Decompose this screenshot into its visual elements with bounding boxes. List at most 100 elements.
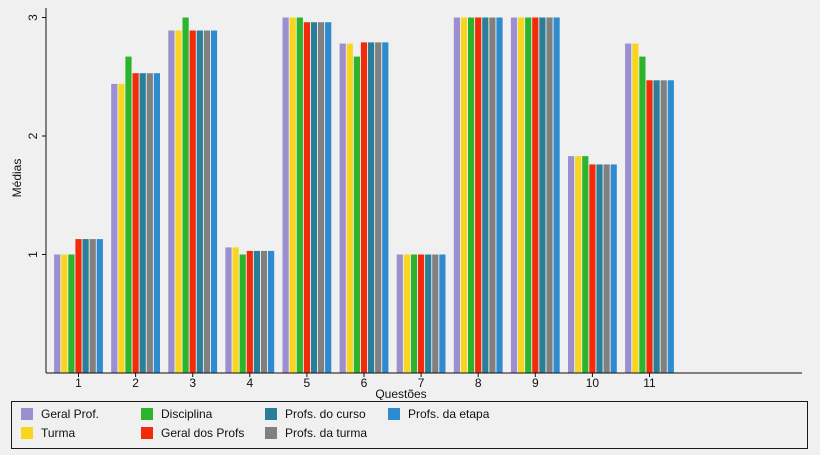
bar-q3-s7 xyxy=(210,30,218,374)
bar-q5-s3 xyxy=(296,17,303,373)
y-axis-label: Médias xyxy=(10,159,24,198)
bar-q5-s5 xyxy=(310,22,318,374)
bar-q8-s5 xyxy=(482,17,489,373)
legend-item: Geral dos Profs xyxy=(141,426,244,440)
bar-q9-s1 xyxy=(510,17,518,373)
bar-q6-s5 xyxy=(368,42,375,373)
bar-q5-s6 xyxy=(318,22,325,374)
bar-q11-s7 xyxy=(667,80,674,374)
legend-label: Geral dos Profs xyxy=(161,426,245,440)
bar-q7-s3 xyxy=(410,254,418,373)
bar-q5-s2 xyxy=(289,17,296,373)
x-tick-label: 2 xyxy=(132,376,139,390)
legend-swatch xyxy=(265,408,277,420)
x-tick-label: 9 xyxy=(532,376,539,390)
bar-q2-s6 xyxy=(146,73,153,373)
bar-q6-s3 xyxy=(353,56,360,374)
bar-q1-s6 xyxy=(89,239,96,373)
bar-q3-s5 xyxy=(196,30,203,374)
bar-q4-s5 xyxy=(253,250,260,373)
bar-q6-s7 xyxy=(382,42,389,373)
bar-q4-s3 xyxy=(239,254,246,373)
bar-q8-s4 xyxy=(475,17,482,373)
bar-q1-s5 xyxy=(82,239,89,373)
bar-q1-s1 xyxy=(54,254,61,373)
legend-label: Profs. do curso xyxy=(285,407,366,421)
bar-q4-s4 xyxy=(246,250,253,373)
bar-q5-s4 xyxy=(303,22,310,374)
bar-q1-s3 xyxy=(68,254,75,373)
bar-q10-s7 xyxy=(610,164,617,373)
legend-swatch xyxy=(265,427,277,439)
bar-q9-s3 xyxy=(525,17,532,373)
bar-q1-s7 xyxy=(96,239,103,373)
bar-q7-s1 xyxy=(396,254,403,373)
bar-q11-s3 xyxy=(639,56,646,374)
bar-q5-s1 xyxy=(282,17,289,373)
bar-q4-s2 xyxy=(232,247,239,373)
bar-q4-s6 xyxy=(260,250,268,373)
x-tick-label: 7 xyxy=(418,376,425,390)
bar-q11-s1 xyxy=(625,43,632,373)
bar-q2-s2 xyxy=(118,83,125,374)
bar-q10-s6 xyxy=(603,164,610,373)
bar-q3-s1 xyxy=(168,30,175,374)
bar-q2-s5 xyxy=(139,73,146,373)
bar-q4-s1 xyxy=(225,247,232,373)
bar-q8-s7 xyxy=(496,17,503,373)
bar-q11-s5 xyxy=(653,80,660,374)
legend-item: Profs. da etapa xyxy=(388,407,489,421)
legend-swatch xyxy=(141,408,153,420)
legend-label: Disciplina xyxy=(161,407,213,421)
bar-q11-s2 xyxy=(632,43,639,373)
x-tick-label: 4 xyxy=(246,376,253,390)
bar-q6-s4 xyxy=(360,42,368,373)
x-tick-label: 1 xyxy=(75,376,82,390)
bar-q4-s7 xyxy=(268,250,275,373)
bar-q2-s7 xyxy=(153,73,160,373)
x-tick-label: 11 xyxy=(643,376,656,390)
bar-q9-s2 xyxy=(518,17,525,373)
legend-item: Profs. da turma xyxy=(265,426,367,440)
legend: Geral Prof. Turma Disciplina Geral dos Prof… xyxy=(11,401,808,449)
bar-q3-s6 xyxy=(203,30,210,374)
bar-q3-s2 xyxy=(175,30,182,374)
bar-q9-s5 xyxy=(539,17,546,373)
bar-q5-s7 xyxy=(325,22,332,374)
bar-q11-s4 xyxy=(646,80,653,374)
bar-q9-s4 xyxy=(532,17,539,373)
bar-q3-s4 xyxy=(189,30,196,374)
bar-q9-s7 xyxy=(553,17,560,373)
legend-item: Disciplina xyxy=(141,407,212,421)
bar-q11-s6 xyxy=(660,80,667,374)
bar-q6-s2 xyxy=(346,43,353,373)
legend-label: Turma xyxy=(41,426,76,440)
y-tick-label: 2 xyxy=(26,132,40,139)
bar-q7-s7 xyxy=(439,254,446,373)
bar-q7-s2 xyxy=(403,254,410,373)
bar-q9-s6 xyxy=(546,17,553,373)
bar-q7-s4 xyxy=(418,254,425,373)
bar-q10-s3 xyxy=(582,156,589,373)
legend-swatch xyxy=(141,427,153,439)
legend-swatch xyxy=(388,408,400,420)
legend-swatch xyxy=(21,427,33,439)
bar-q2-s3 xyxy=(125,56,132,374)
bar-q8-s2 xyxy=(460,17,468,373)
bar-q10-s4 xyxy=(589,164,596,373)
x-tick-label: 3 xyxy=(189,376,196,390)
y-tick-label: 1 xyxy=(26,251,40,258)
x-axis-label: Questões xyxy=(375,387,426,400)
x-tick-label: 5 xyxy=(304,376,311,390)
bar-q10-s1 xyxy=(568,156,575,373)
x-tick-label: 10 xyxy=(586,376,600,390)
bar-q2-s4 xyxy=(132,73,139,373)
bar-q8-s6 xyxy=(489,17,496,373)
bar-q6-s6 xyxy=(375,42,382,373)
legend-label: Profs. da turma xyxy=(285,426,368,440)
bar-q10-s5 xyxy=(596,164,603,373)
bar-q2-s1 xyxy=(111,83,118,374)
bar-q10-s2 xyxy=(575,156,582,373)
